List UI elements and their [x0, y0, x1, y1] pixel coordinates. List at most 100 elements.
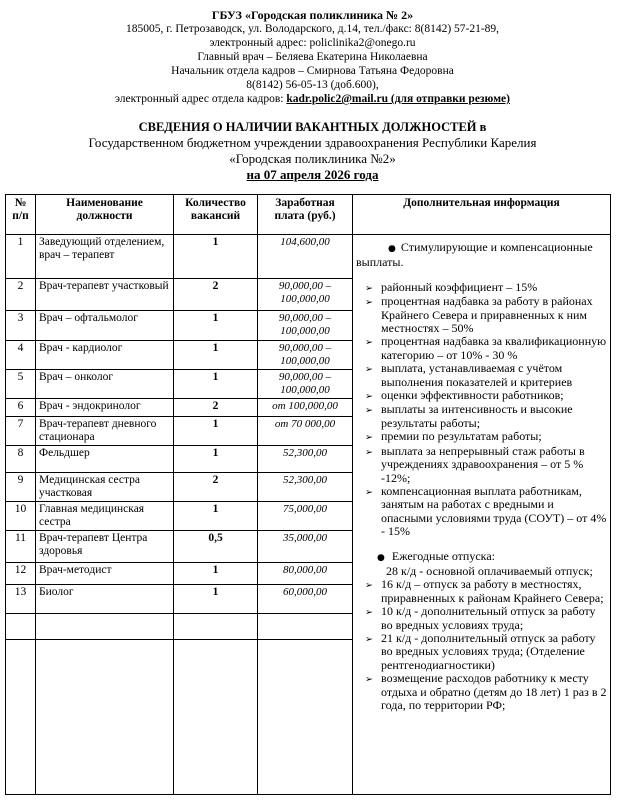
chief-doctor-line: Главный врач – Беляева Екатерина Николае…	[197, 51, 428, 63]
list-item-text: компенсационная выплата работникам, заня…	[381, 483, 607, 539]
position-cell: Биолог	[35, 584, 174, 614]
arrow-bullet-icon: ➢	[365, 446, 373, 458]
col-header-info: Дополнительная информация	[352, 194, 611, 235]
list-item: ➢ выплата, устанавливаемая с учётом выпол…	[356, 362, 607, 389]
row-num: 12	[5, 562, 36, 585]
salary-cell: от 100,000,00	[257, 398, 353, 417]
salary-cell	[257, 639, 353, 795]
row-num: 13	[5, 584, 36, 614]
arrow-bullet-icon: ➢	[365, 337, 373, 349]
list-item-text: процентная надбавка за работу в районах …	[381, 294, 593, 336]
table-row: 6 Врач - эндокринолог 2 от 100,000,00	[5, 398, 611, 417]
hr-email-link[interactable]: kadr.polic2@mail.ru (для отправки резюме…	[286, 93, 510, 105]
row-num: 11	[5, 530, 36, 563]
col-header-position: Наименование должности	[35, 194, 174, 235]
row-num	[5, 613, 36, 640]
arrow-bullet-icon: ➢	[365, 674, 373, 686]
list-item: ➢ 10 к/д - дополнительный отпуск за работ…	[356, 605, 607, 632]
position-cell	[35, 639, 174, 795]
list-item: ➢ компенсационная выплата работникам, зан…	[356, 483, 607, 539]
vacancies-cell: 1	[173, 369, 258, 399]
vacancies-cell: 1	[173, 445, 258, 473]
table-row: 2 Врач-терапевт участковый 2 90,000,00 –…	[5, 278, 611, 311]
arrow-bullet-icon: ➢	[365, 580, 373, 592]
list-item-text: 10 к/д - дополнительный отпуск за работу…	[381, 604, 596, 632]
table-row: 4 Врач - кардиолог 1 90,000,00 – 100,000…	[5, 340, 611, 370]
row-num: 6	[5, 398, 36, 417]
title-date: на 07 апреля 2026 года	[246, 167, 379, 182]
salary-cell: 80,000,00	[257, 562, 353, 585]
position-cell: Врач-терапевт дневного стационара	[35, 416, 174, 446]
bullet-icon: ●	[377, 552, 385, 563]
vacancies-cell: 0,5	[173, 530, 258, 563]
salary-cell: 60,000,00	[257, 584, 353, 614]
document-title: СВЕДЕНИЯ О НАЛИЧИИ ВАКАНТНЫХ ДОЛЖНОСТЕЙ …	[0, 119, 625, 183]
table-row: 8 Фельдшер 1 52,300,00	[5, 445, 611, 473]
vacancies-cell: 2	[173, 398, 258, 417]
organization-name: ГБУЗ «Городская поликлиника № 2»	[211, 8, 414, 22]
salary-cell: 90,000,00 – 100,000,00	[257, 310, 353, 341]
info-section-payments-title: Стимулирующие и компенсационные выплаты.	[356, 240, 593, 270]
list-item: ➢ 16 к/д – отпуск за работу в местностях,…	[356, 578, 607, 605]
salary-cell: 52,300,00	[257, 445, 353, 473]
arrow-bullet-icon: ➢	[365, 391, 373, 403]
vacancies-cell: 2	[173, 472, 258, 502]
salary-cell: 90,000,00 – 100,000,00	[257, 278, 353, 311]
info-section-vacations-subtitle: 28 к/д - основной оплачиваемый отпуск;	[386, 563, 593, 578]
vacancies-cell: 1	[173, 584, 258, 614]
arrow-bullet-icon: ➢	[365, 607, 373, 619]
row-num: 5	[5, 369, 36, 399]
salary-cell: 90,000,00 – 100,000,00	[257, 340, 353, 370]
info-section-vacations-header: ● Ежегодные отпуска:	[356, 548, 607, 565]
table-row-empty	[5, 639, 611, 795]
payments-list: ➢ районный коэффициент – 15% ➢ процентная …	[356, 280, 607, 539]
arrow-bullet-icon: ➢	[365, 297, 373, 309]
row-num: 8	[5, 445, 36, 473]
additional-info-cell: ● Стимулирующие и компенсационные выплаты…	[352, 234, 611, 795]
organization-email: электронный адрес: policlinika2@onego.ru	[209, 37, 416, 49]
arrow-bullet-icon: ➢	[365, 364, 373, 376]
position-cell: Врач-терапевт участковый	[35, 278, 174, 311]
list-item-text: выплаты за интенсивность и высокие резул…	[381, 402, 573, 430]
salary-cell: 90,000,00 – 100,000,00	[257, 369, 353, 399]
list-item: ➢ процентная надбавка за квалификационную…	[356, 335, 607, 362]
table-row: 13 Биолог 1 60,000,00	[5, 584, 611, 614]
hr-phone-line: 8(8142) 56-05-13 (доб.600),	[246, 79, 379, 91]
arrow-bullet-icon: ➢	[365, 633, 373, 645]
table-row: 10 Главная медицинская сестра 1 75,000,0…	[5, 501, 611, 531]
row-num	[5, 639, 36, 795]
list-item-text: 16 к/д – отпуск за работу в местностях, …	[381, 577, 604, 605]
list-item: ➢ выплата за непрерывный стаж работы в уч…	[356, 444, 607, 485]
position-cell: Врач-методист	[35, 562, 174, 585]
vacancies-cell	[173, 613, 258, 640]
letterhead: ГБУЗ «Городская поликлиника № 2» 185005,…	[0, 0, 625, 106]
position-cell: Фельдшер	[35, 445, 174, 473]
row-num: 2	[5, 278, 36, 311]
table-header-row: № п/п Наименование должности Количество …	[5, 194, 611, 235]
list-item: ➢ оценки эффективности работников;	[356, 388, 607, 403]
arrow-bullet-icon: ➢	[365, 405, 373, 417]
vacancies-cell: 1	[173, 416, 258, 446]
row-num: 10	[5, 501, 36, 531]
list-item-text: возмещение расходов работнику к месту от…	[381, 671, 607, 712]
list-item-text: выплата, устанавливаемая с учётом выполн…	[381, 361, 573, 389]
list-item-text: процентная надбавка за квалификационную …	[381, 334, 607, 362]
info-section-vacations: ● Ежегодные отпуска: 28 к/д - основной оп…	[356, 548, 607, 713]
salary-cell: 35,000,00	[257, 530, 353, 563]
list-item-text: премии по результатам работы;	[381, 429, 542, 444]
arrow-bullet-icon: ➢	[365, 282, 373, 294]
arrow-bullet-icon: ➢	[365, 432, 373, 444]
vacancies-cell: 1	[173, 234, 258, 279]
position-cell: Врач – онколог	[35, 369, 174, 399]
list-item-text: 21 к/д - дополнительный отпуск за работу…	[381, 630, 596, 672]
vacancies-cell: 1	[173, 310, 258, 341]
info-section-vacations-title: Ежегодные отпуска:	[391, 548, 495, 563]
table-row: 5 Врач – онколог 1 90,000,00 – 100,000,0…	[5, 369, 611, 399]
title-line-1: СВЕДЕНИЯ О НАЛИЧИИ ВАКАНТНЫХ ДОЛЖНОСТЕЙ …	[138, 120, 487, 134]
row-num: 1	[5, 234, 36, 279]
title-line-3: «Городская поликлиника №2»	[229, 151, 396, 166]
vacancies-cell: 1	[173, 340, 258, 370]
position-cell: Врач - эндокринолог	[35, 398, 174, 417]
col-header-salary: Заработная плата (руб.)	[257, 194, 353, 235]
vacancies-table: № п/п Наименование должности Количество …	[5, 194, 611, 795]
